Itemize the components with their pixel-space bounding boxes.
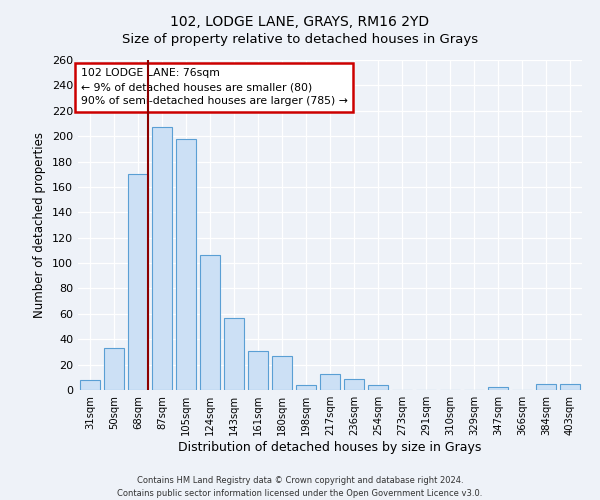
Bar bbox=[224, 318, 244, 390]
Bar bbox=[128, 174, 148, 390]
Bar bbox=[488, 388, 508, 390]
Bar bbox=[272, 356, 292, 390]
Bar bbox=[152, 128, 172, 390]
Bar bbox=[344, 378, 364, 390]
Bar bbox=[536, 384, 556, 390]
Bar bbox=[320, 374, 340, 390]
Bar bbox=[104, 348, 124, 390]
Bar bbox=[296, 385, 316, 390]
Bar bbox=[176, 138, 196, 390]
Text: Contains HM Land Registry data © Crown copyright and database right 2024.
Contai: Contains HM Land Registry data © Crown c… bbox=[118, 476, 482, 498]
Bar bbox=[200, 256, 220, 390]
Text: 102 LODGE LANE: 76sqm
← 9% of detached houses are smaller (80)
90% of semi-detac: 102 LODGE LANE: 76sqm ← 9% of detached h… bbox=[80, 68, 347, 106]
Bar bbox=[368, 385, 388, 390]
Text: 102, LODGE LANE, GRAYS, RM16 2YD: 102, LODGE LANE, GRAYS, RM16 2YD bbox=[170, 15, 430, 29]
Text: Size of property relative to detached houses in Grays: Size of property relative to detached ho… bbox=[122, 32, 478, 46]
Bar bbox=[248, 350, 268, 390]
X-axis label: Distribution of detached houses by size in Grays: Distribution of detached houses by size … bbox=[178, 441, 482, 454]
Y-axis label: Number of detached properties: Number of detached properties bbox=[34, 132, 46, 318]
Bar bbox=[80, 380, 100, 390]
Bar bbox=[560, 384, 580, 390]
